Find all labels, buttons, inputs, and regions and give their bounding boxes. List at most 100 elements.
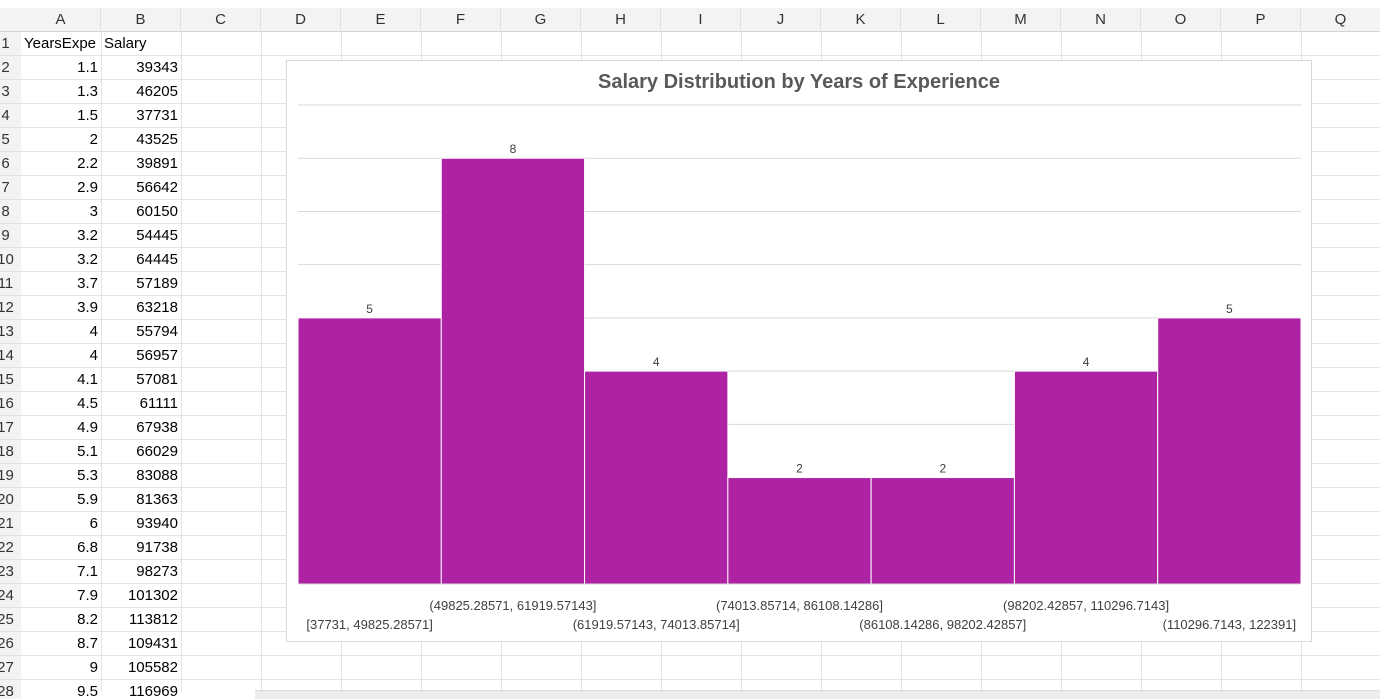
horizontal-scrollbar[interactable] [255,690,1380,699]
histogram-bar[interactable] [1157,317,1302,585]
cell-a1[interactable]: YearsExpe [24,35,96,52]
row-header-1[interactable]: 1 [0,32,21,56]
column-header-l[interactable]: L [901,8,981,32]
row-header-4[interactable]: 4 [0,104,21,128]
column-header-j[interactable]: J [741,8,821,32]
column-header-i[interactable]: I [661,8,741,32]
cell-b23[interactable]: 98273 [136,563,178,580]
cell-b17[interactable]: 67938 [136,419,178,436]
column-header-d[interactable]: D [261,8,341,32]
cell-a9[interactable]: 3.2 [77,227,98,244]
column-header-a[interactable]: A [21,8,101,32]
cell-a25[interactable]: 8.2 [77,611,98,628]
cell-a27[interactable]: 9 [89,659,98,676]
column-header-f[interactable]: F [421,8,501,32]
histogram-bar[interactable] [727,477,872,585]
cell-b7[interactable]: 56642 [136,179,178,196]
column-header-p[interactable]: P [1221,8,1301,32]
row-header-27[interactable]: 27 [0,656,21,680]
histogram-bar[interactable] [584,370,729,585]
row-header-16[interactable]: 16 [0,392,21,416]
cell-a13[interactable]: 4 [89,323,98,340]
histogram-bar[interactable] [440,157,586,585]
cell-b25[interactable]: 113812 [129,611,178,628]
column-header-o[interactable]: O [1141,8,1221,32]
cell-a4[interactable]: 1.5 [77,107,98,124]
cell-b22[interactable]: 91738 [136,539,178,556]
column-header-h[interactable]: H [581,8,661,32]
column-header-q[interactable]: Q [1301,8,1380,32]
cell-a20[interactable]: 5.9 [77,491,98,508]
cell-a18[interactable]: 5.1 [77,443,98,460]
cell-b26[interactable]: 109431 [127,635,178,652]
row-header-24[interactable]: 24 [0,584,21,608]
cell-b20[interactable]: 81363 [136,491,178,508]
histogram-bar[interactable] [297,317,442,585]
cell-b3[interactable]: 46205 [136,83,178,100]
cell-b12[interactable]: 63218 [136,299,178,316]
row-header-26[interactable]: 26 [0,632,21,656]
cell-b18[interactable]: 66029 [136,443,178,460]
row-header-11[interactable]: 11 [0,272,21,296]
cell-a11[interactable]: 3.7 [77,275,98,292]
cell-b5[interactable]: 43525 [136,131,178,148]
cell-b15[interactable]: 57081 [136,371,178,388]
cell-b9[interactable]: 54445 [136,227,178,244]
cell-a2[interactable]: 1.1 [77,59,98,76]
cell-b19[interactable]: 83088 [136,467,178,484]
row-header-14[interactable]: 14 [0,344,21,368]
column-header-g[interactable]: G [501,8,581,32]
cell-b2[interactable]: 39343 [136,59,178,76]
row-header-23[interactable]: 23 [0,560,21,584]
histogram-chart[interactable]: 5 [37731, 49825.28571] 8 (49825.28571, 6191… [286,60,1312,642]
row-header-13[interactable]: 13 [0,320,21,344]
row-header-2[interactable]: 2 [0,56,21,80]
cell-b11[interactable]: 57189 [136,275,178,292]
cell-a24[interactable]: 7.9 [77,587,98,604]
row-header-25[interactable]: 25 [0,608,21,632]
cell-b28[interactable]: 116969 [129,683,178,699]
row-header-12[interactable]: 12 [0,296,21,320]
cell-b6[interactable]: 39891 [136,155,178,172]
cell-b8[interactable]: 60150 [136,203,178,220]
cell-a28[interactable]: 9.5 [77,683,98,699]
row-header-7[interactable]: 7 [0,176,21,200]
cell-b21[interactable]: 93940 [136,515,178,532]
cell-b27[interactable]: 105582 [127,659,178,676]
cell-a7[interactable]: 2.9 [77,179,98,196]
row-header-15[interactable]: 15 [0,368,21,392]
row-header-28[interactable]: 28 [0,680,21,699]
cell-b14[interactable]: 56957 [136,347,178,364]
cell-a10[interactable]: 3.2 [77,251,98,268]
cell-a3[interactable]: 1.3 [77,83,98,100]
row-header-21[interactable]: 21 [0,512,21,536]
row-header-5[interactable]: 5 [0,128,21,152]
cell-a26[interactable]: 8.7 [77,635,98,652]
cell-b13[interactable]: 55794 [136,323,178,340]
cell-a5[interactable]: 2 [89,131,98,148]
column-header-c[interactable]: C [181,8,261,32]
histogram-bar[interactable] [1013,370,1159,585]
cell-a22[interactable]: 6.8 [77,539,98,556]
row-header-8[interactable]: 8 [0,200,21,224]
row-header-19[interactable]: 19 [0,464,21,488]
column-header-n[interactable]: N [1061,8,1141,32]
row-header-18[interactable]: 18 [0,440,21,464]
cell-a14[interactable]: 4 [89,347,98,364]
cell-a8[interactable]: 3 [89,203,98,220]
cell-a23[interactable]: 7.1 [77,563,98,580]
row-header-9[interactable]: 9 [0,224,21,248]
row-header-20[interactable]: 20 [0,488,21,512]
row-header-17[interactable]: 17 [0,416,21,440]
cell-b4[interactable]: 37731 [136,107,178,124]
cell-b1[interactable]: Salary [104,35,147,52]
cell-a21[interactable]: 6 [89,515,98,532]
row-header-3[interactable]: 3 [0,80,21,104]
cell-a19[interactable]: 5.3 [77,467,98,484]
column-header-k[interactable]: K [821,8,901,32]
cell-b16[interactable]: 61111 [139,395,178,412]
cell-a16[interactable]: 4.5 [77,395,98,412]
row-header-6[interactable]: 6 [0,152,21,176]
row-header-22[interactable]: 22 [0,536,21,560]
cell-a6[interactable]: 2.2 [77,155,98,172]
